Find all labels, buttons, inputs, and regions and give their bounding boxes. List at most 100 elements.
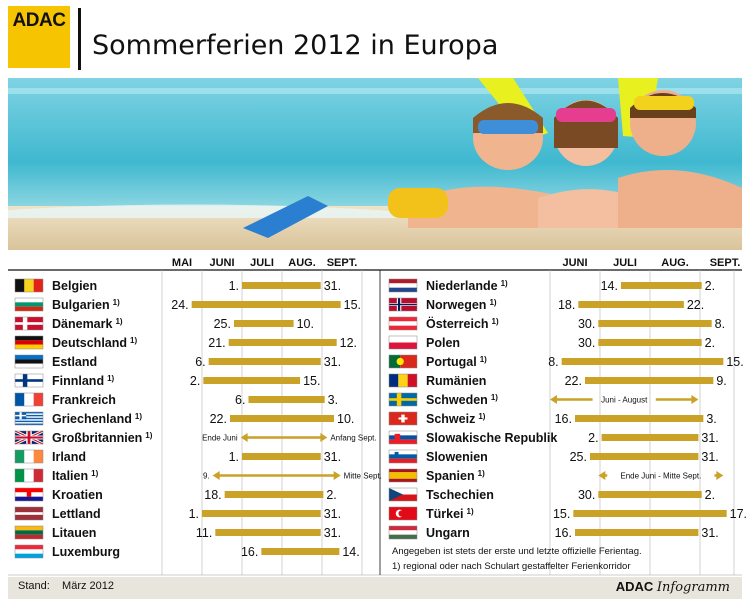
flag-romania-part <box>389 374 399 387</box>
flag-norway-icon <box>388 297 418 312</box>
flag-slovenia-part <box>394 451 399 457</box>
flag-bulgaria-icon <box>14 297 44 312</box>
start-label-estonia: 6. <box>195 355 205 369</box>
flag-france-part <box>33 393 43 406</box>
footnote-marker: 1) <box>467 507 474 516</box>
flag-spain-part <box>389 469 417 473</box>
start-label-italy: 9. <box>203 472 210 481</box>
flag-germany-border <box>14 335 44 350</box>
month-header-band <box>8 252 742 270</box>
flag-croatia-part <box>26 491 32 497</box>
footnote-marker: 1) <box>480 355 487 364</box>
flag-slovakia-border <box>388 430 418 445</box>
footnote-marker: 1) <box>145 431 152 440</box>
holiday-bar-poland <box>598 339 702 346</box>
flag-austria-border <box>388 316 418 331</box>
flag-netherlands-part <box>389 279 417 284</box>
flag-france-border <box>14 392 44 407</box>
flag-slovakia-part <box>394 433 401 442</box>
flag-belgium-icon <box>14 278 44 293</box>
flag-sweden-part <box>389 398 417 401</box>
start-label-latvia: 1. <box>189 507 199 521</box>
end-label-finland: 15. <box>303 374 320 388</box>
flag-luxembourg-icon <box>14 544 44 559</box>
end-label-bulgaria: 15. <box>344 298 361 312</box>
start-label-finland: 2. <box>190 374 200 388</box>
flag-turkey-border <box>388 506 418 521</box>
flag-lithuania-part <box>15 534 43 539</box>
flag-hungary-part <box>389 534 417 539</box>
flag-uk-icon <box>14 429 44 446</box>
holiday-bar-netherlands <box>620 282 702 289</box>
flag-austria-part <box>389 317 417 322</box>
end-label-czech: 2. <box>705 488 715 502</box>
note-footnote: 1) regional oder nach Schulart gestaffel… <box>392 561 631 572</box>
start-label-croatia: 18. <box>204 488 221 502</box>
flag-austria-part <box>389 321 417 326</box>
flag-belgium-part <box>15 279 25 292</box>
stand-date: Stand: März 2012 <box>18 580 115 592</box>
flag-greece-part <box>15 413 43 415</box>
flag-estonia-part <box>15 359 43 364</box>
end-label-switzerland: 3. <box>706 412 716 426</box>
flag-latvia-border <box>14 506 44 521</box>
flag-estonia-border <box>14 354 44 369</box>
country-name-slovenia: Slowenien <box>426 450 488 464</box>
flag-croatia-border <box>14 487 44 502</box>
flag-austria-part <box>389 325 417 330</box>
flag-poland-part <box>389 342 417 349</box>
end-label-lithuania: 31. <box>324 526 341 540</box>
month-label-0-0: MAI <box>172 257 192 269</box>
flag-greece-part <box>15 422 43 424</box>
flag-luxembourg-part <box>15 545 43 550</box>
flag-greece-part <box>15 414 27 417</box>
flag-ireland-border <box>14 449 44 464</box>
flag-czech-border <box>388 487 418 502</box>
start-label-czech: 30. <box>578 488 595 502</box>
flag-italy-part <box>15 469 25 482</box>
footnote-marker: 1) <box>91 469 98 478</box>
flag-uk-part <box>15 436 43 439</box>
end-label-luxembourg: 14. <box>342 545 359 559</box>
flag-portugal-border <box>388 354 418 369</box>
end-label-hungary: 31. <box>701 526 718 540</box>
center-label-sweden: Juni - August <box>601 396 648 405</box>
flag-denmark-icon <box>14 316 44 331</box>
flag-greece-part <box>15 419 43 421</box>
adac-logo: ADAC <box>8 6 70 36</box>
flag-austria-icon <box>388 316 418 331</box>
header-divider <box>78 8 81 70</box>
flag-germany-part <box>15 340 43 345</box>
flag-spain-border <box>388 468 418 483</box>
arrow-left-spain <box>598 471 606 480</box>
arrow-right-sweden <box>691 395 699 404</box>
country-name-italy: Italien 1) <box>52 469 99 483</box>
flag-czech-icon <box>388 487 418 502</box>
flag-romania-icon <box>388 373 418 388</box>
start-label-ireland: 1. <box>229 450 239 464</box>
country-name-bulgaria: Bulgarien 1) <box>52 298 120 312</box>
flag-estonia-icon <box>14 354 44 369</box>
flag-slovakia-part <box>389 431 417 436</box>
footnote-marker: 1) <box>135 412 142 421</box>
country-name-turkey: Türkei 1) <box>426 507 474 521</box>
holiday-chart: MAI JUNI JULI AUG. SEPT. Belgien 1. 31. Bulgarie… <box>8 252 747 576</box>
start-label-luxembourg: 16. <box>241 545 258 559</box>
footnote-marker: 1) <box>489 298 496 307</box>
flag-bulgaria-part <box>15 302 43 307</box>
flag-finland-icon <box>14 373 44 388</box>
flag-spain-part <box>389 472 417 479</box>
start-label-lithuania: 11. <box>196 526 212 540</box>
holiday-bar-ireland <box>242 453 321 460</box>
end-label-turkey: 17. <box>730 507 747 521</box>
flag-france-icon <box>14 392 44 407</box>
flag-netherlands-border <box>388 278 418 293</box>
end-label-austria: 8. <box>715 317 725 331</box>
country-name-lithuania: Litauen <box>52 526 96 540</box>
country-name-finland: Finnland 1) <box>52 374 115 388</box>
flag-hungary-part <box>389 526 417 531</box>
flag-poland-part <box>389 336 417 343</box>
country-name-denmark: Dänemark 1) <box>52 317 123 331</box>
start-label-switzerland: 16. <box>555 412 572 426</box>
flag-estonia-part <box>15 363 43 368</box>
